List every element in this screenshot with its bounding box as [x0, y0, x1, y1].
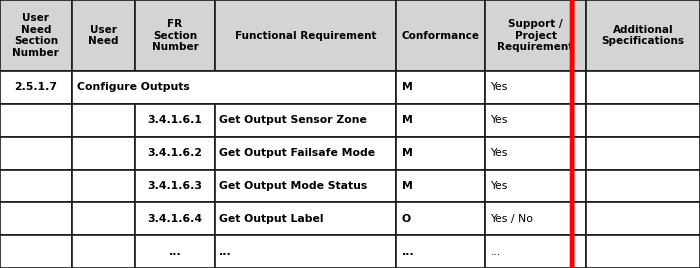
Text: Yes: Yes — [491, 83, 508, 92]
Bar — [485, 71, 586, 104]
Bar — [135, 202, 215, 235]
Bar — [0, 104, 71, 137]
Text: 3.4.1.6.2: 3.4.1.6.2 — [148, 148, 202, 158]
Bar — [485, 137, 586, 169]
Text: Conformance: Conformance — [402, 31, 480, 40]
Bar — [396, 169, 485, 202]
Bar — [0, 169, 71, 202]
Bar — [485, 202, 586, 235]
Bar — [0, 71, 71, 104]
Bar — [586, 235, 700, 268]
Text: M: M — [402, 115, 413, 125]
Text: 3.4.1.6.4: 3.4.1.6.4 — [148, 214, 202, 224]
Text: User
Need
Section
Number: User Need Section Number — [13, 13, 60, 58]
Bar — [215, 137, 396, 169]
Bar — [586, 71, 700, 104]
Text: Get Output Failsafe Mode: Get Output Failsafe Mode — [219, 148, 375, 158]
Bar — [396, 71, 485, 104]
Bar — [71, 169, 135, 202]
Bar — [215, 0, 396, 71]
Text: Get Output Sensor Zone: Get Output Sensor Zone — [219, 115, 367, 125]
Bar — [396, 137, 485, 169]
Bar — [0, 235, 71, 268]
Bar — [71, 202, 135, 235]
Bar — [71, 137, 135, 169]
Text: Yes: Yes — [491, 115, 508, 125]
Text: Yes: Yes — [491, 148, 508, 158]
Text: Support /
Project
Requirement: Support / Project Requirement — [498, 19, 574, 52]
Bar — [485, 0, 586, 71]
Text: M: M — [402, 148, 413, 158]
Bar — [485, 235, 586, 268]
Text: ...: ... — [219, 247, 232, 256]
Bar — [135, 169, 215, 202]
Bar — [135, 137, 215, 169]
Bar — [586, 104, 700, 137]
Bar — [396, 0, 485, 71]
Text: ...: ... — [491, 247, 500, 256]
Text: Configure Outputs: Configure Outputs — [77, 83, 190, 92]
Text: 3.4.1.6.1: 3.4.1.6.1 — [148, 115, 202, 125]
Text: ...: ... — [402, 247, 414, 256]
Bar — [71, 71, 135, 104]
Text: M: M — [402, 181, 413, 191]
Bar — [215, 235, 396, 268]
Text: 2.5.1.7: 2.5.1.7 — [14, 83, 57, 92]
Bar — [215, 169, 396, 202]
Bar — [485, 104, 586, 137]
Bar — [135, 104, 215, 137]
Bar — [71, 235, 135, 268]
Bar — [586, 169, 700, 202]
Text: Yes: Yes — [491, 181, 508, 191]
Bar — [0, 137, 71, 169]
Bar — [71, 104, 135, 137]
Text: O: O — [402, 214, 411, 224]
Bar — [396, 235, 485, 268]
Text: M: M — [402, 83, 413, 92]
Text: FR
Section
Number: FR Section Number — [152, 19, 198, 52]
Bar — [586, 137, 700, 169]
Bar — [396, 202, 485, 235]
Bar — [215, 104, 396, 137]
Bar — [0, 202, 71, 235]
Text: Get Output Mode Status: Get Output Mode Status — [219, 181, 368, 191]
Bar — [135, 235, 215, 268]
Bar — [396, 104, 485, 137]
Text: 3.4.1.6.3: 3.4.1.6.3 — [148, 181, 202, 191]
Bar — [215, 202, 396, 235]
Bar — [485, 169, 586, 202]
Text: Functional Requirement: Functional Requirement — [235, 31, 377, 40]
Text: ...: ... — [169, 247, 181, 256]
Bar — [71, 0, 135, 71]
Text: Get Output Label: Get Output Label — [219, 214, 324, 224]
Bar — [0, 0, 71, 71]
Bar — [71, 71, 396, 104]
Text: Yes / No: Yes / No — [491, 214, 533, 224]
Bar — [135, 0, 215, 71]
Bar — [586, 202, 700, 235]
Bar — [586, 0, 700, 71]
Text: Additional
Specifications: Additional Specifications — [601, 25, 685, 46]
Text: User
Need: User Need — [88, 25, 118, 46]
